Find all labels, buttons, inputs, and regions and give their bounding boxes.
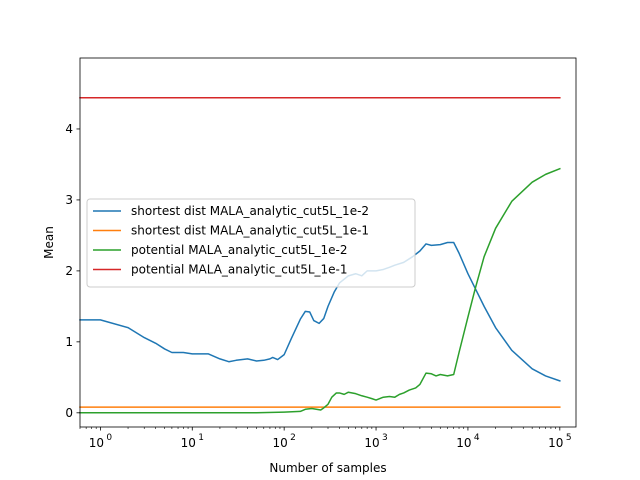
x-tick-label: 10	[456, 436, 471, 450]
x-tick-label: 10	[548, 436, 563, 450]
legend-box	[86, 198, 416, 288]
x-tick-exponent: 1	[198, 433, 204, 443]
y-tick-label: 1	[65, 335, 73, 349]
x-axis-title: Number of samples	[269, 461, 386, 475]
x-tick-label: 10	[364, 436, 379, 450]
legend-label: shortest dist MALA_analytic_cut5L_1e-2	[131, 204, 369, 218]
series-line-1	[79, 241, 561, 382]
legend-label: potential MALA_analytic_cut5L_1e-1	[131, 263, 348, 277]
legend-label: potential MALA_analytic_cut5L_1e-2	[131, 243, 348, 257]
x-tick-label: 10	[273, 436, 288, 450]
x-tick-label: 10	[89, 436, 104, 450]
x-tick-label: 10	[181, 436, 196, 450]
series-line-3	[79, 167, 561, 414]
y-axis: 0 1 2 3 4	[65, 122, 80, 420]
legend: shortest dist MALA_analytic_cut5L_1e-2sh…	[86, 198, 416, 288]
y-tick-label: 0	[65, 406, 73, 420]
x-tick-exponent: 4	[474, 433, 480, 443]
x-axis: 10 0 10 1 10 2 10 3 10 4 10 5	[79, 427, 572, 450]
y-axis-title: Mean	[42, 226, 56, 259]
y-tick-label: 4	[65, 122, 73, 136]
x-tick-exponent: 3	[382, 433, 388, 443]
legend-label: shortest dist MALA_analytic_cut5L_1e-1	[131, 224, 369, 238]
y-tick-label: 3	[65, 193, 73, 207]
y-tick-label: 2	[65, 264, 73, 278]
x-tick-exponent: 5	[566, 433, 572, 443]
x-tick-exponent: 2	[290, 433, 296, 443]
x-tick-exponent: 0	[106, 433, 112, 443]
series-layer	[79, 96, 561, 414]
